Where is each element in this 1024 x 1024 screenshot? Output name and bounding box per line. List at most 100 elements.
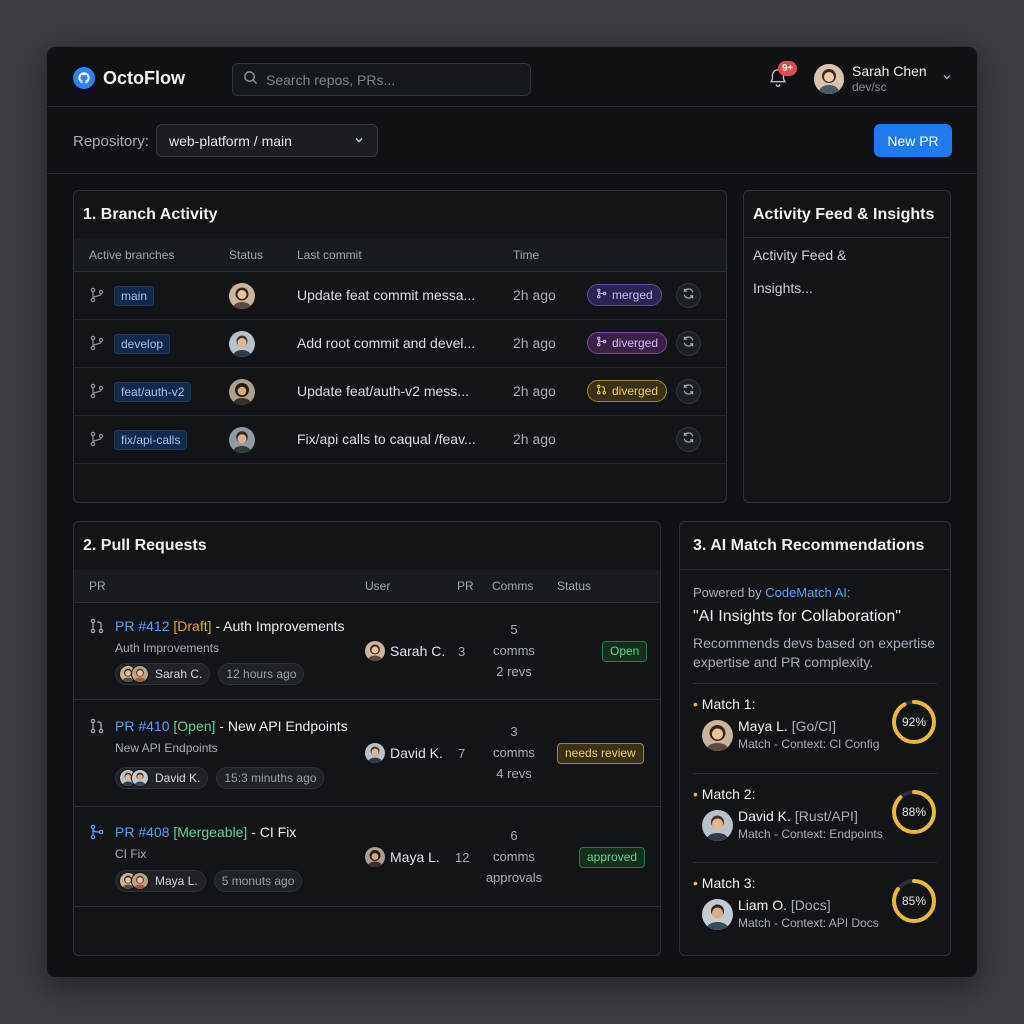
table-row[interactable]: develop Add root commit and devel... 2h … [74,320,726,368]
ai-description: Recommends devs based on expertise [693,635,936,651]
match-card[interactable]: • Match 2: David K. [Rust/API] Match - C… [693,776,937,864]
merge-icon [596,333,607,353]
sync-button[interactable] [676,379,701,404]
pull-request-icon [596,381,607,401]
match-label: • Match 2: [693,786,756,802]
merge-icon [596,285,607,305]
status-badge: diverged [587,332,668,354]
search-input[interactable] [266,71,506,88]
pr-author[interactable]: David K. [365,743,443,763]
match-score-text: 92% [902,715,926,729]
avatar [131,872,149,890]
match-label: • Match 1: [693,696,756,712]
table-row[interactable]: PR #408 [Mergeable] - CI Fix CI Fix Maya… [74,807,660,907]
pr-tag: [Draft] [173,618,212,634]
status-badge: Open [602,641,648,662]
brand[interactable]: OctoFlow [73,67,185,89]
ai-match-panel: 3. AI Match Recommendations Powered by C… [679,521,951,956]
column-header: Status [229,248,264,262]
branch-name[interactable]: develop [114,334,171,354]
column-header: PR [89,579,106,593]
avatar [702,720,733,751]
user-menu[interactable]: Sarah Chen dev/sc [814,63,953,95]
table-row[interactable]: feat/auth-v2 Update feat/auth-v2 mess...… [74,368,726,416]
pr-title[interactable]: PR #410 [Open] - New API Endpoints [115,718,348,734]
comments-label: comms [493,745,535,760]
avatar [814,64,844,94]
ai-description: expertise and PR complexity. [693,654,874,670]
reviewers-chip[interactable]: Sarah C. [115,663,211,685]
search-bar[interactable] [232,63,531,96]
commit-time: 2h ago [513,335,556,351]
avatar [229,331,255,357]
reviewers-chip[interactable]: David K. [115,767,209,789]
avatar-stack [119,769,149,787]
repository-label: Repository: [73,133,149,150]
divider [693,773,937,774]
match-person: Maya L. [738,718,788,734]
table-row[interactable]: PR #412 [Draft] - Auth Improvements Auth… [74,603,660,700]
reviewers-chip[interactable]: Maya L. [115,870,206,892]
user-handle: dev/sc [852,80,887,94]
chip-user: Sarah C. [155,667,203,681]
notification-badge: 9+ [778,61,798,76]
chevron-down-icon [353,133,365,149]
match-card[interactable]: • Match 1: Maya L. [Go/CI] Match - Conte… [693,686,937,774]
repository-select[interactable]: web-platform / main [156,124,378,157]
pr-number[interactable]: PR #408 [115,824,170,840]
pr-title[interactable]: PR #408 [Mergeable] - CI Fix [115,824,296,840]
sync-button[interactable] [676,331,701,356]
panel-title: Activity Feed & Insights [753,206,935,223]
octoflow-logo-icon [73,67,95,89]
sync-icon [682,383,695,401]
pr-title[interactable]: PR #412 [Draft] - Auth Improvements [115,618,345,634]
powered-brand[interactable]: CodeMatch AI: [765,585,851,600]
sync-button[interactable] [676,427,701,452]
comments-count: 3 [510,724,518,739]
branch-name[interactable]: fix/api-calls [114,430,188,450]
merge-icon [89,824,105,845]
pr-subtitle: CI Fix [115,847,147,861]
branch-name[interactable]: feat/auth-v2 [114,382,192,402]
status-badge: diverged [587,380,668,402]
match-context: Match - Context: Endpoints [738,827,883,841]
column-header: Active branches [89,248,175,262]
pr-tag: [Mergeable] [173,824,248,840]
sync-icon [682,335,695,353]
pr-comments: 3 comms 4 revs [476,721,552,784]
commit-message: Add root commit and devel... [297,335,476,351]
table-header: Active branches Status Last commit Time [74,238,726,272]
commit-time: 2h ago [513,431,556,447]
commit-message: Update feat commit messa... [297,287,476,303]
commit-message: Fix/api calls to caqual /feav... [297,431,476,447]
avatar-stack [119,665,149,683]
status-badge: approved [579,847,646,868]
pr-number[interactable]: PR #412 [115,618,170,634]
avatar [229,427,255,453]
branch-name[interactable]: main [114,286,155,306]
table-row[interactable]: main Update feat commit messa... 2h ago … [74,272,726,320]
comments-detail: approvals [485,870,543,885]
match-score-text: 88% [902,805,926,819]
match-name: Maya L. [Go/CI] [738,718,836,734]
pr-author[interactable]: Maya L. [365,847,440,867]
branch-activity-panel: 1. Branch Activity Active branches Statu… [73,190,727,503]
table-row[interactable]: PR #410 [Open] - New API Endpoints New A… [74,700,660,807]
chip-user: Maya L. [155,874,198,888]
pr-meta: David K. 15:3 minuths ago [115,767,325,789]
table-row[interactable]: fix/api-calls Fix/api calls to caqual /f… [74,416,726,464]
status-badge: needs review [557,743,644,764]
commit-time: 2h ago [513,287,556,303]
pr-subtitle: Auth Improvements [115,641,220,655]
new-pr-button[interactable]: New PR [874,124,952,157]
sync-button[interactable] [676,283,701,308]
chevron-down-icon [941,70,953,88]
match-score-text: 85% [902,894,926,908]
match-card[interactable]: • Match 3: Liam O. [Docs] Match - Contex… [693,865,937,953]
pr-count: 7 [458,746,466,761]
status-label: diverged [612,336,659,350]
avatar [365,847,385,867]
pr-author[interactable]: Sarah C. [365,641,445,661]
pr-number[interactable]: PR #410 [115,718,170,734]
match-label: • Match 3: [693,875,756,891]
